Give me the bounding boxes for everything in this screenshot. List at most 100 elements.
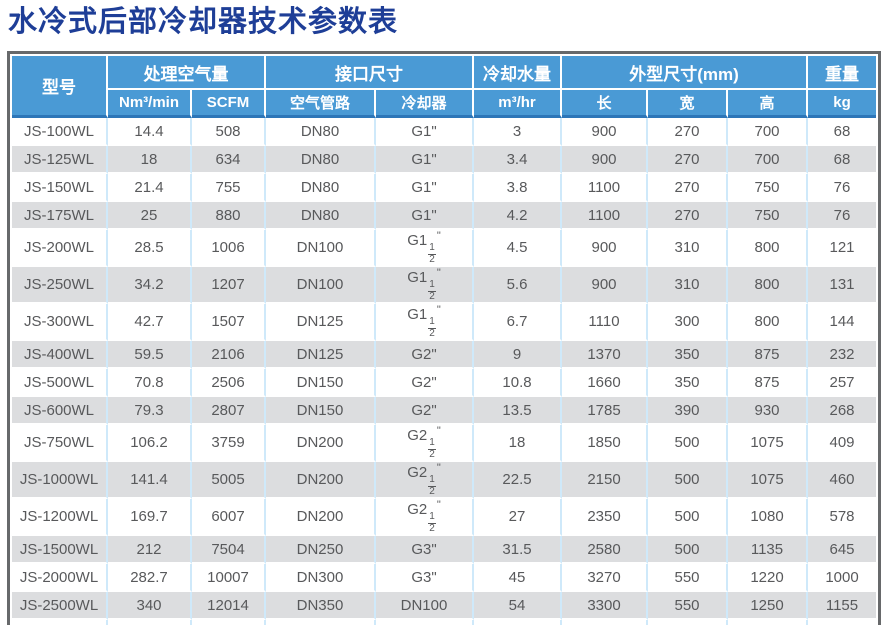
table-row: JS-2000WL 282.7 10007 DN300 G3" 45 3270 550 1220… (12, 564, 876, 592)
cell-scfm: 2807 (192, 397, 266, 425)
cell-width: 390 (648, 397, 728, 425)
cell-nm3-min: 79.3 (108, 397, 192, 425)
cell-cooler: G2 1 2 " (376, 425, 474, 462)
cell-weight-kg: 578 (808, 499, 876, 536)
col-header-nm3-min: Nm³/min (108, 90, 192, 118)
col-header-kg: kg (808, 90, 876, 118)
cell-length: 1660 (562, 369, 648, 397)
cell-scfm: 7504 (192, 536, 266, 564)
cell-nm3-min: 21.4 (108, 174, 192, 202)
cell-water-m3-hr: 13.5 (474, 397, 562, 425)
cell-width: 350 (648, 341, 728, 369)
cell-height: 800 (728, 267, 808, 304)
cell-height: 750 (728, 174, 808, 202)
cell-water-m3-hr: 3 (474, 118, 562, 146)
cell-nm3-min: 42.7 (108, 304, 192, 341)
col-header-weight: 重量 (808, 56, 876, 90)
cell-cooler: DN100 (376, 592, 474, 620)
cell-model: JS-300WL (12, 304, 108, 341)
cell-length: 900 (562, 267, 648, 304)
cell-weight-kg: 121 (808, 230, 876, 267)
cell-scfm: 508 (192, 118, 266, 146)
cell-length: 1370 (562, 341, 648, 369)
cell-scfm: 15008 (192, 620, 266, 625)
cell-water-m3-hr: 6.7 (474, 304, 562, 341)
spec-table-frame: 型号 处理空气量 接口尺寸 冷却水量 外型尺寸(mm) 重量 Nm³/min S… (7, 51, 881, 625)
cell-model: JS-2500WL (12, 592, 108, 620)
cell-model: JS-3000WL (12, 620, 108, 625)
table-row: JS-175WL 25 880 DN80 G1" 4.2 1100 270 750 76 (12, 202, 876, 230)
cell-nm3-min: 106.2 (108, 425, 192, 462)
cell-scfm: 12014 (192, 592, 266, 620)
cell-height: 1075 (728, 425, 808, 462)
cell-scfm: 634 (192, 146, 266, 174)
cell-model: JS-200WL (12, 230, 108, 267)
cell-scfm: 3759 (192, 425, 266, 462)
cell-nm3-min: 34.2 (108, 267, 192, 304)
col-header-scfm: SCFM (192, 90, 266, 118)
cell-scfm: 10007 (192, 564, 266, 592)
cell-air-pipe: DN200 (266, 462, 376, 499)
cell-air-pipe: DN300 (266, 564, 376, 592)
cell-width: 500 (648, 462, 728, 499)
cell-width: 500 (648, 499, 728, 536)
cell-width: 270 (648, 146, 728, 174)
cell-width: 300 (648, 304, 728, 341)
cell-air-pipe: DN200 (266, 499, 376, 536)
cell-weight-kg: 76 (808, 174, 876, 202)
inch-mark: " (436, 304, 441, 316)
cell-cooler: G1" (376, 146, 474, 174)
table-row: JS-100WL 14.4 508 DN80 G1" 3 900 270 700 68 (12, 118, 876, 146)
cell-water-m3-hr: 54 (474, 592, 562, 620)
cell-nm3-min: 212 (108, 536, 192, 564)
spec-table: 型号 处理空气量 接口尺寸 冷却水量 外型尺寸(mm) 重量 Nm³/min S… (12, 56, 876, 625)
cell-width: 500 (648, 536, 728, 564)
cell-cooler: G1" (376, 118, 474, 146)
cell-cooler: G1 1 2 " (376, 267, 474, 304)
col-header-length: 长 (562, 90, 648, 118)
table-row: JS-600WL 79.3 2807 DN150 G2" 13.5 1785 390 930 26… (12, 397, 876, 425)
cell-air-pipe: DN80 (266, 174, 376, 202)
cell-height: 800 (728, 304, 808, 341)
cell-length: 3300 (562, 592, 648, 620)
cell-weight-kg: 460 (808, 462, 876, 499)
col-header-port-size: 接口尺寸 (266, 56, 474, 90)
cell-water-m3-hr: 18 (474, 425, 562, 462)
inch-mark: " (436, 499, 441, 511)
cell-length: 2350 (562, 499, 648, 536)
table-body: JS-100WL 14.4 508 DN80 G1" 3 900 270 700 68 JS-125… (12, 118, 876, 625)
cell-air-pipe: DN80 (266, 146, 376, 174)
cell-air-pipe: DN80 (266, 202, 376, 230)
cell-height: 750 (728, 202, 808, 230)
cell-width: 270 (648, 202, 728, 230)
cell-air-pipe: DN400 (266, 620, 376, 625)
cell-length: 3270 (562, 564, 648, 592)
cell-height: 800 (728, 230, 808, 267)
cell-nm3-min: 59.5 (108, 341, 192, 369)
cell-length: 1110 (562, 304, 648, 341)
cell-nm3-min: 425 (108, 620, 192, 625)
cell-scfm: 1006 (192, 230, 266, 267)
header-row-units: Nm³/min SCFM 空气管路 冷却器 m³/hr 长 宽 高 kg (12, 90, 876, 118)
table-row: JS-3000WL42515008DN400DN1006535405501345… (12, 620, 876, 625)
cell-length: 1785 (562, 397, 648, 425)
table-row: JS-2500WL 340 12014 DN350 DN100 54 3300 550 1250… (12, 592, 876, 620)
cell-scfm: 1507 (192, 304, 266, 341)
table-row: JS-200WL 28.5 1006 DN100 G1 1 2 " 4.5 900 310 800 12… (12, 230, 876, 267)
cell-model: JS-1500WL (12, 536, 108, 564)
cell-height: 1250 (728, 592, 808, 620)
cell-nm3-min: 14.4 (108, 118, 192, 146)
cell-width: 310 (648, 230, 728, 267)
col-header-height: 高 (728, 90, 808, 118)
cell-weight-kg: 1000 (808, 564, 876, 592)
cell-width: 310 (648, 267, 728, 304)
col-header-cooler: 冷却器 (376, 90, 474, 118)
col-header-cooling-water: 冷却水量 (474, 56, 562, 90)
cell-model: JS-600WL (12, 397, 108, 425)
table-row: JS-150WL 21.4 755 DN80 G1" 3.8 1100 270 750 76 (12, 174, 876, 202)
cell-air-pipe: DN350 (266, 592, 376, 620)
col-header-dimensions: 外型尺寸(mm) (562, 56, 808, 90)
cell-cooler: G2" (376, 341, 474, 369)
cell-cooler: G3" (376, 536, 474, 564)
